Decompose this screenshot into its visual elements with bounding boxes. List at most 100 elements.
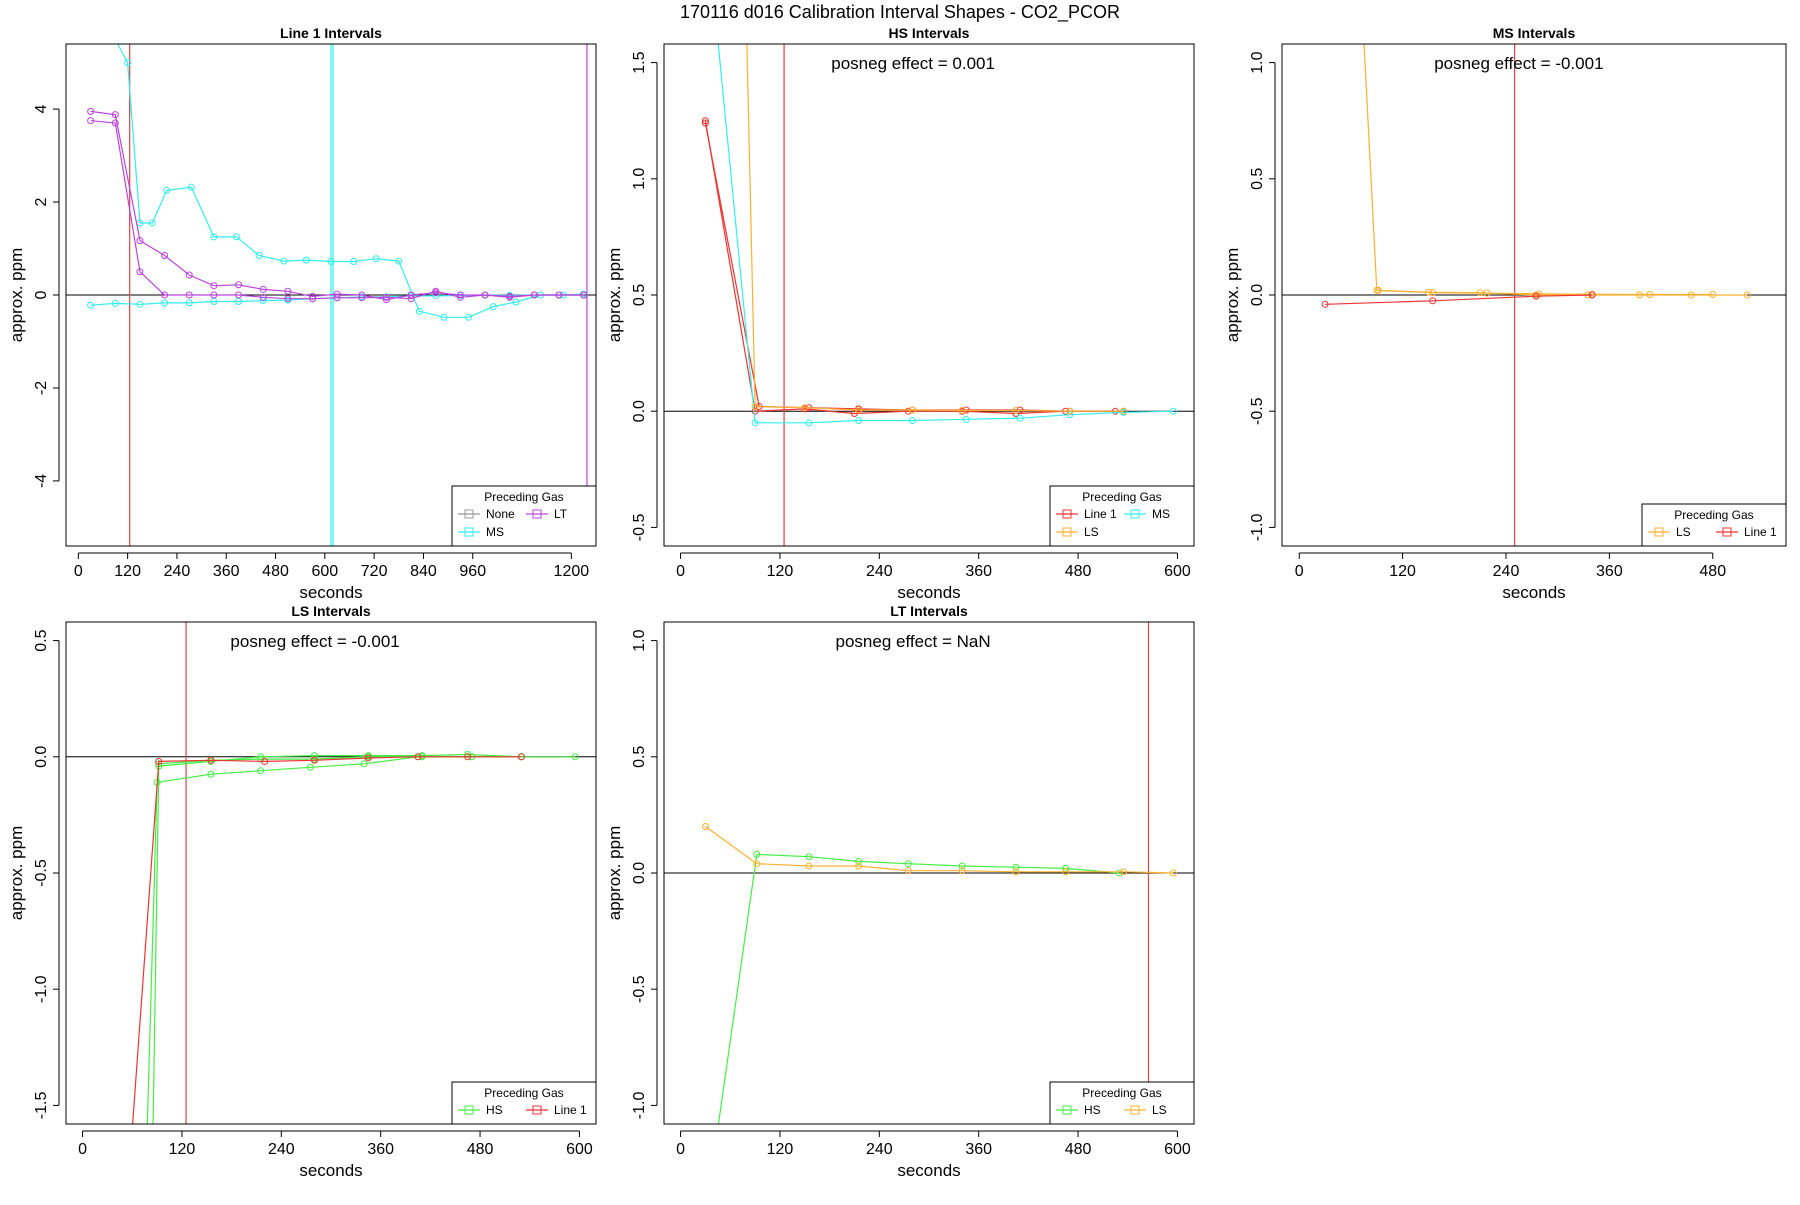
x-tick-label: 120 [767,563,794,580]
data-point-hs [855,857,863,865]
data-point-hs [571,753,579,761]
legend-title: Preceding Gas [1674,508,1753,522]
y-axis-label: approx. ppm [1223,248,1242,343]
data-point-ls [1361,36,1367,42]
legend-entry-line-1: Line 1 [554,1103,587,1117]
data-point-hs [360,760,368,768]
legend-swatch-marker [532,509,542,519]
x-tick-label: 240 [866,563,893,580]
data-point-ms [233,233,241,241]
legend-swatch-marker [1062,1105,1072,1115]
y-tick-label: 2 [33,197,50,206]
legend-entry-ms: MS [486,525,504,539]
legend-entry-ls: LS [1084,525,1099,539]
data-point-hs [958,862,966,870]
x-tick-label: 240 [866,1141,893,1158]
y-tick-label: 1.0 [631,168,648,190]
y-tick-label: -0.5 [631,514,648,542]
data-point-lt [87,107,95,115]
y-tick-label: -2 [33,381,50,395]
data-point-lt [358,294,366,302]
data-point-ls [908,406,916,414]
legend-box [1641,503,1787,547]
y-axis-label: approx. ppm [605,248,624,343]
data-point-ms [350,258,358,266]
data-point-line-1 [517,753,525,761]
data-point-line-1 [1588,291,1596,299]
data-point-line-1 [701,119,709,127]
data-point-ms [111,299,119,307]
x-axis: 0 120 240 360 480 600 720 840 960 1200 seconds [74,552,589,602]
legend-entry-hs: HS [486,1103,503,1117]
x-tick-label: 0 [676,1141,685,1158]
plot-frame [663,621,1195,1125]
data-point-ms [395,257,403,265]
data-point-hs [257,767,265,775]
data-point-ls [1646,291,1654,299]
x-tick-label: 120 [114,563,141,580]
data-point-ls [1120,407,1128,415]
x-axis: 0 120 240 360 480 600 seconds [676,1130,1191,1180]
data-point-ls [1709,291,1717,299]
y-tick-label: 1.5 [631,51,648,73]
series-line-line-1 [132,756,522,1124]
data-point-ms [185,299,193,307]
y-tick-label: 0.0 [33,746,50,768]
legend-swatch-marker [464,509,474,519]
y-tick-label: -0.5 [33,859,50,887]
series-line-hs [717,853,1120,1124]
data-point-hs [1115,869,1123,877]
x-tick-label: 240 [1493,563,1520,580]
x-tick-label: 360 [965,563,992,580]
y-tick-label: 0.0 [631,862,648,884]
data-point-ls [958,867,966,875]
panel-hs: HS Intervals 0 120 240 360 480 600 seconds -0.5 0… [605,25,1195,602]
posneg-annotation: posneg effect = -0.001 [230,632,399,651]
x-tick-label: 960 [459,563,486,580]
x-tick-label: 480 [1065,1141,1092,1158]
data-point-ms [1169,407,1177,415]
legend-entry-line-1: Line 1 [1744,525,1777,539]
x-axis-label: seconds [1502,583,1565,602]
data-point-lt [136,268,144,276]
data-point-lt [382,296,390,304]
y-tick-label: 0.5 [631,284,648,306]
data-point-ls [855,406,863,414]
y-axis: -1.0 -0.5 0.0 0.5 1.0 approx. ppm [605,629,658,1119]
data-point-lt [136,237,144,245]
data-point-lt [530,291,538,299]
data-point-ms [962,415,970,423]
y-tick-label: -1.0 [33,975,50,1003]
series-line-ls [1378,289,1713,296]
plot-area [664,622,1194,1124]
y-axis: -4 -2 0 2 4 approx. ppm [7,105,60,488]
panel-title: MS Intervals [1493,25,1576,41]
legend-entry-lt: LT [554,507,568,521]
data-point-lt [210,291,218,299]
x-axis-label: seconds [299,583,362,602]
legend-box [1049,1081,1195,1125]
data-point-ms [87,301,95,309]
legend: Preceding Gas Line 1 MS LS [1049,485,1195,547]
legend-swatch-marker [532,1105,542,1115]
x-tick-label: 720 [361,563,388,580]
legend-title: Preceding Gas [1082,1086,1161,1100]
x-tick-label: 360 [213,563,240,580]
data-point-lt [87,117,95,125]
data-point-lt [309,295,317,303]
data-point-lt [235,281,243,289]
data-point-lt [407,291,415,299]
data-point-ms [187,183,195,191]
legend-box [1049,485,1195,547]
x-tick-label: 240 [164,563,191,580]
data-point-line-1 [904,407,912,415]
y-axis-label: approx. ppm [605,826,624,921]
data-point-ms [255,251,263,259]
y-tick-label: 0.5 [631,746,648,768]
y-axis-label: approx. ppm [7,826,26,921]
data-point-ls [805,862,813,870]
y-tick-label: 1.0 [631,629,648,651]
legend-entry-ls: LS [1152,1103,1167,1117]
data-point-ms [715,36,721,42]
